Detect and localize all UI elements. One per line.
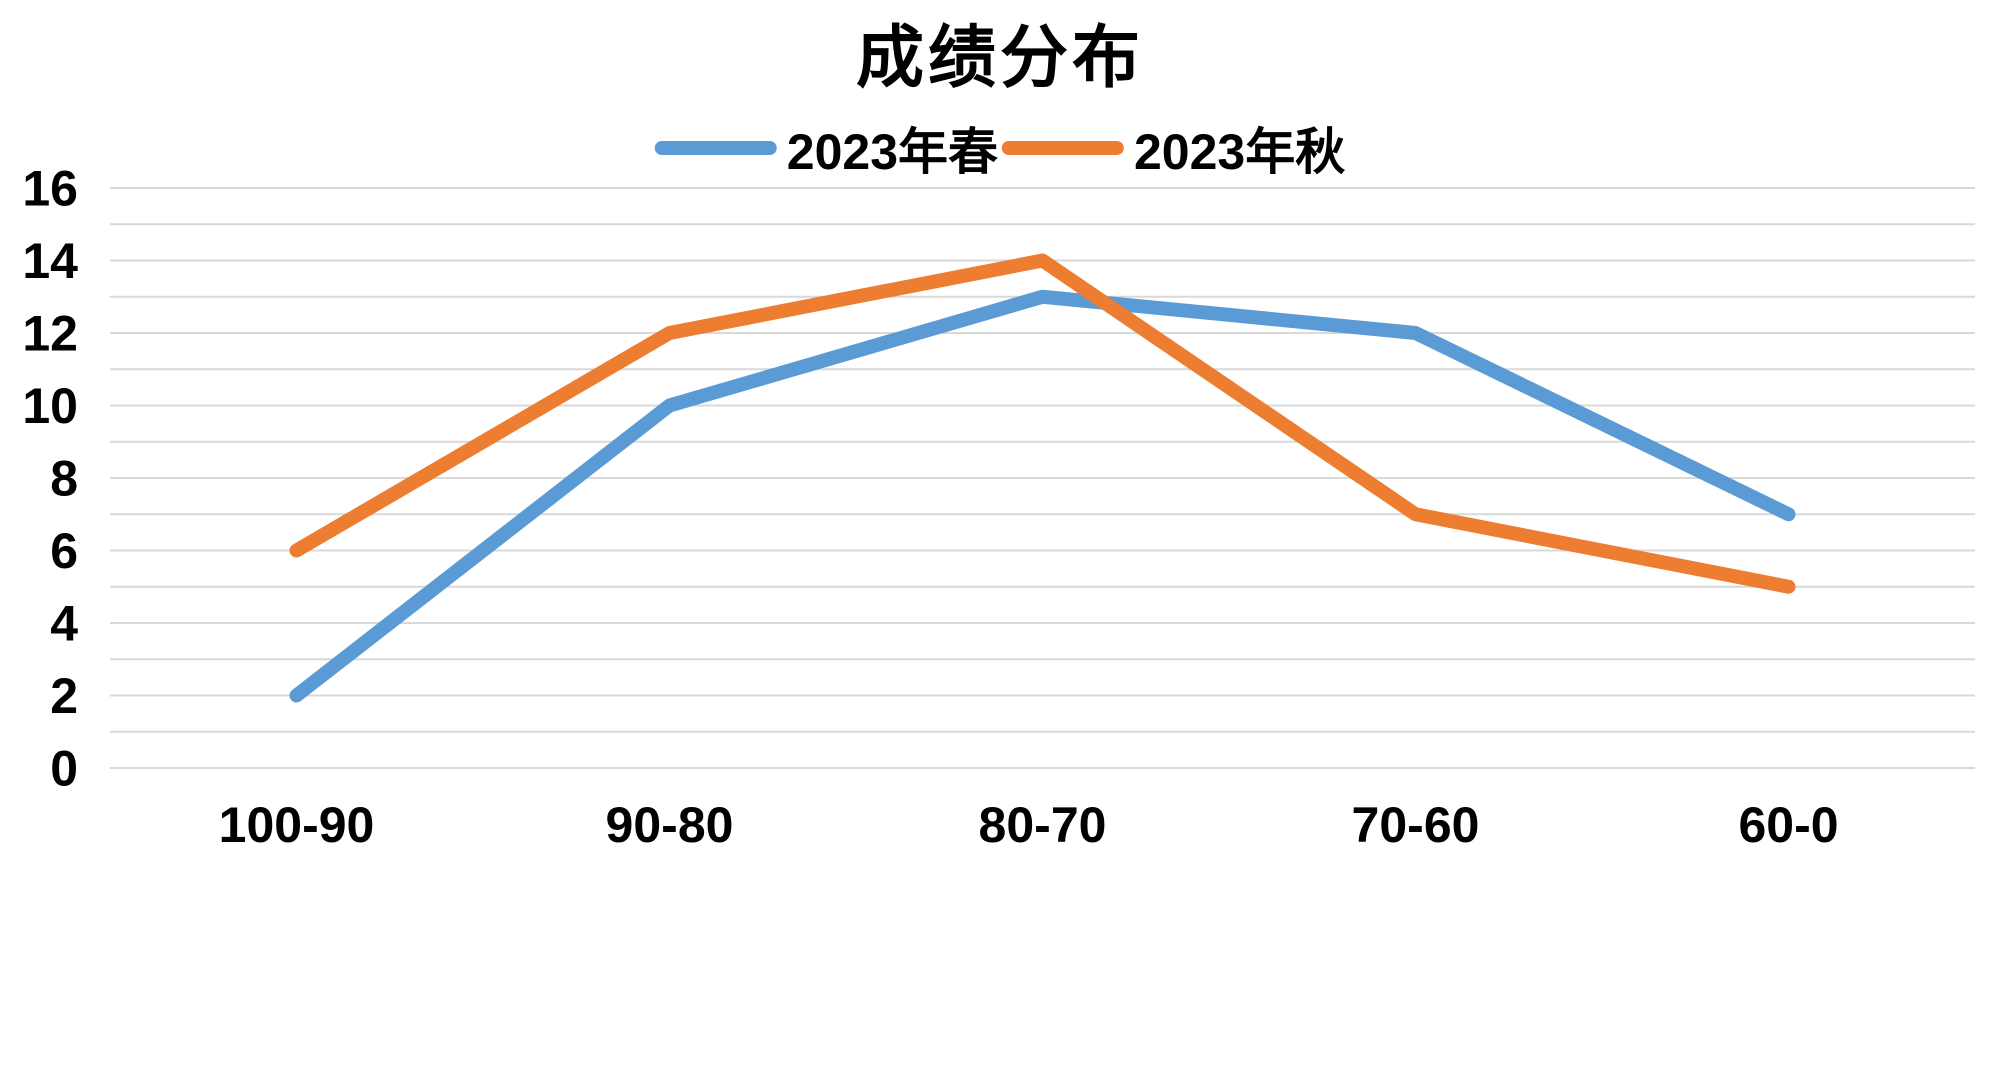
legend-swatch-series-0 (654, 141, 777, 155)
legend-label-series-1: 2023年秋 (1134, 124, 1346, 180)
y-tick-label: 0 (50, 741, 78, 797)
x-tick-label: 60-0 (1738, 797, 1838, 853)
legend-label-series-0: 2023年春 (786, 124, 998, 180)
y-tick-label: 6 (50, 523, 78, 579)
y-tick-label: 16 (22, 161, 78, 217)
series-line-1 (289, 253, 1796, 594)
chart-title: 成绩分布 (855, 20, 1144, 96)
y-tick-label: 8 (50, 451, 78, 507)
legend-swatch-series-1 (1002, 141, 1124, 155)
y-tick-label: 14 (22, 233, 78, 289)
x-tick-label: 80-70 (979, 797, 1107, 853)
y-tick-label: 10 (22, 378, 78, 434)
y-tick-label: 12 (22, 306, 78, 362)
y-tick-label: 4 (50, 596, 78, 652)
legend-item-series-1: 2023年秋 (1002, 112, 1345, 184)
series-line-0 (289, 289, 1796, 703)
chart-legend: 2023年春 2023年秋 (654, 112, 1345, 184)
x-tick-label: 70-60 (1352, 797, 1480, 853)
legend-item-series-0: 2023年春 (654, 112, 998, 184)
x-tick-label: 100-90 (219, 797, 375, 853)
x-tick-label: 90-80 (606, 797, 734, 853)
y-tick-label: 2 (50, 668, 78, 724)
